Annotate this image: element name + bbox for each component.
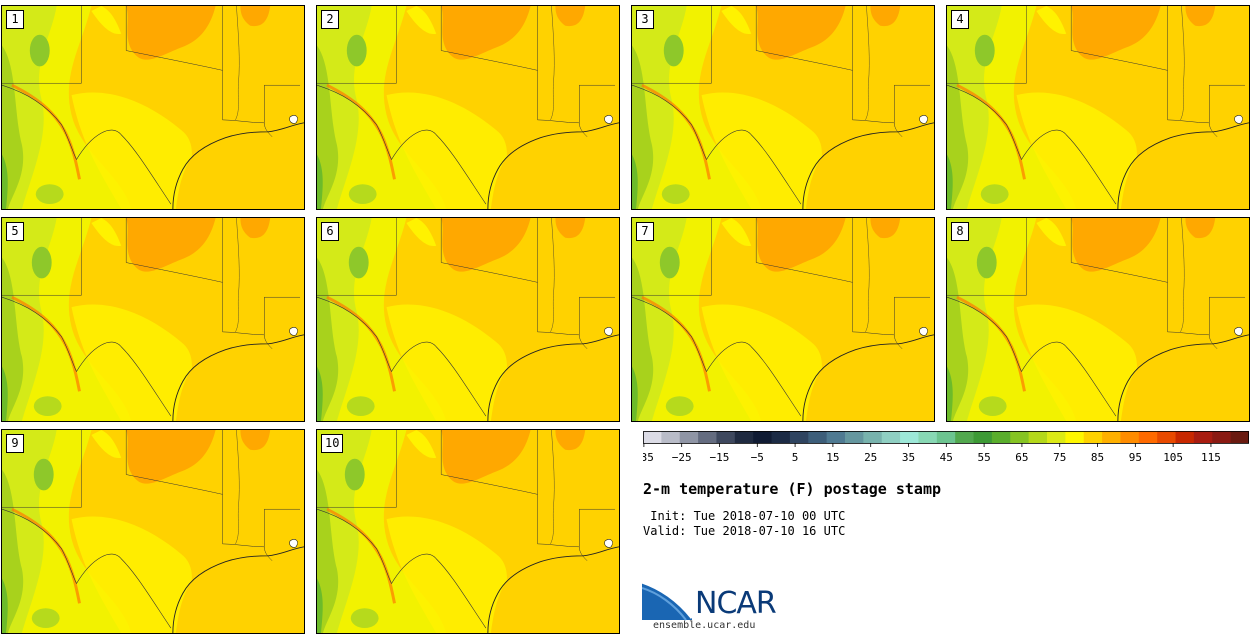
- colorbar-swatch: [661, 431, 681, 443]
- temperature-map: [317, 218, 619, 421]
- temperature-map: [317, 6, 619, 209]
- colorbar-swatch: [1010, 431, 1030, 443]
- valid-time: Valid: Tue 2018-07-10 16 UTC: [643, 524, 846, 538]
- map-panel-3: 3: [631, 5, 935, 210]
- init-time: Init: Tue 2018-07-10 00 UTC: [643, 509, 846, 523]
- colorbar-tick-label: −25: [672, 451, 692, 464]
- colorbar: −35 −25 −15 −5 5 15 25 35 45 55 65 75 85 95 105 115: [643, 431, 1249, 464]
- panel-number: 9: [6, 434, 24, 453]
- colorbar-swatch: [1230, 431, 1249, 443]
- plot-title: 2-m temperature (F) postage stamp: [643, 480, 942, 498]
- panel-number: 3: [636, 10, 654, 29]
- colorbar-swatch: [698, 431, 717, 443]
- colorbar-tick-label: −35: [643, 451, 654, 464]
- colorbar-tick-label: 95: [1129, 451, 1142, 464]
- temperature-map: [2, 430, 304, 633]
- panel-number: 10: [321, 434, 344, 453]
- temperature-map: [632, 218, 934, 421]
- colorbar-tick-label: 85: [1091, 451, 1104, 464]
- panel-number: 5: [6, 222, 24, 241]
- panel-number: 1: [6, 10, 24, 29]
- colorbar-swatch: [1047, 431, 1066, 443]
- colorbar-swatch: [1083, 431, 1103, 443]
- map-panel-8: 8: [946, 217, 1250, 422]
- colorbar-swatch: [1212, 431, 1232, 443]
- temperature-map: [2, 6, 304, 209]
- colorbar-tick-label: 115: [1201, 451, 1221, 464]
- colorbar-swatch: [845, 431, 864, 443]
- colorbar-swatch: [936, 431, 956, 443]
- colorbar-swatch: [734, 431, 754, 443]
- colorbar-swatch: [1193, 431, 1213, 443]
- colorbar-swatch: [679, 431, 699, 443]
- colorbar-tick-label: 5: [792, 451, 799, 464]
- colorbar-swatch: [1065, 431, 1085, 443]
- panel-number: 7: [636, 222, 654, 241]
- colorbar-swatch: [643, 431, 662, 443]
- temperature-map: [947, 218, 1249, 421]
- panel-number: 4: [951, 10, 969, 29]
- colorbar-swatch: [808, 431, 828, 443]
- colorbar-swatch: [789, 431, 809, 443]
- colorbar-tick-label: 55: [977, 451, 990, 464]
- panel-number: 8: [951, 222, 969, 241]
- temperature-map: [317, 430, 619, 633]
- ncar-logo-text: NCAR: [695, 586, 777, 621]
- panel-number: 6: [321, 222, 339, 241]
- ncar-logo-icon: [642, 580, 694, 621]
- colorbar-tick-label: 45: [940, 451, 953, 464]
- map-panel-2: 2: [316, 5, 620, 210]
- logo-url: ensemble.ucar.edu: [653, 620, 756, 631]
- map-panel-9: 9: [1, 429, 305, 634]
- colorbar-swatch: [1138, 431, 1158, 443]
- map-panel-4: 4: [946, 5, 1250, 210]
- colorbar-swatch: [881, 431, 901, 443]
- colorbar-tick-label: 35: [902, 451, 915, 464]
- colorbar-tick-label: 25: [864, 451, 877, 464]
- colorbar-swatch: [771, 431, 791, 443]
- map-panel-7: 7: [631, 217, 935, 422]
- colorbar-tick-label: 15: [826, 451, 839, 464]
- colorbar-swatch: [900, 431, 919, 443]
- colorbar-swatch: [991, 431, 1011, 443]
- map-panel-6: 6: [316, 217, 620, 422]
- colorbar-tick-label: 105: [1163, 451, 1183, 464]
- map-panel-10: 10: [316, 429, 620, 634]
- colorbar-tick-label: −5: [751, 451, 764, 464]
- temperature-map: [2, 218, 304, 421]
- colorbar-swatch: [1175, 431, 1195, 443]
- panel-number: 2: [321, 10, 339, 29]
- colorbar-swatch: [863, 431, 883, 443]
- colorbar-swatch: [1120, 431, 1140, 443]
- colorbar-swatch: [753, 431, 773, 443]
- colorbar-swatch: [1028, 431, 1048, 443]
- colorbar-swatch: [955, 431, 975, 443]
- colorbar-swatch: [918, 431, 938, 443]
- temperature-map: [632, 6, 934, 209]
- colorbar-swatch: [826, 431, 846, 443]
- colorbar-swatch: [1157, 431, 1177, 443]
- colorbar-swatch: [973, 431, 993, 443]
- colorbar-tick-label: 75: [1053, 451, 1066, 464]
- map-panel-5: 5: [1, 217, 305, 422]
- colorbar-tick-label: 65: [1015, 451, 1028, 464]
- colorbar-swatch: [1102, 431, 1121, 443]
- colorbar-tick-label: −15: [710, 451, 730, 464]
- map-panel-1: 1: [1, 5, 305, 210]
- temperature-map: [947, 6, 1249, 209]
- colorbar-swatch: [716, 431, 736, 443]
